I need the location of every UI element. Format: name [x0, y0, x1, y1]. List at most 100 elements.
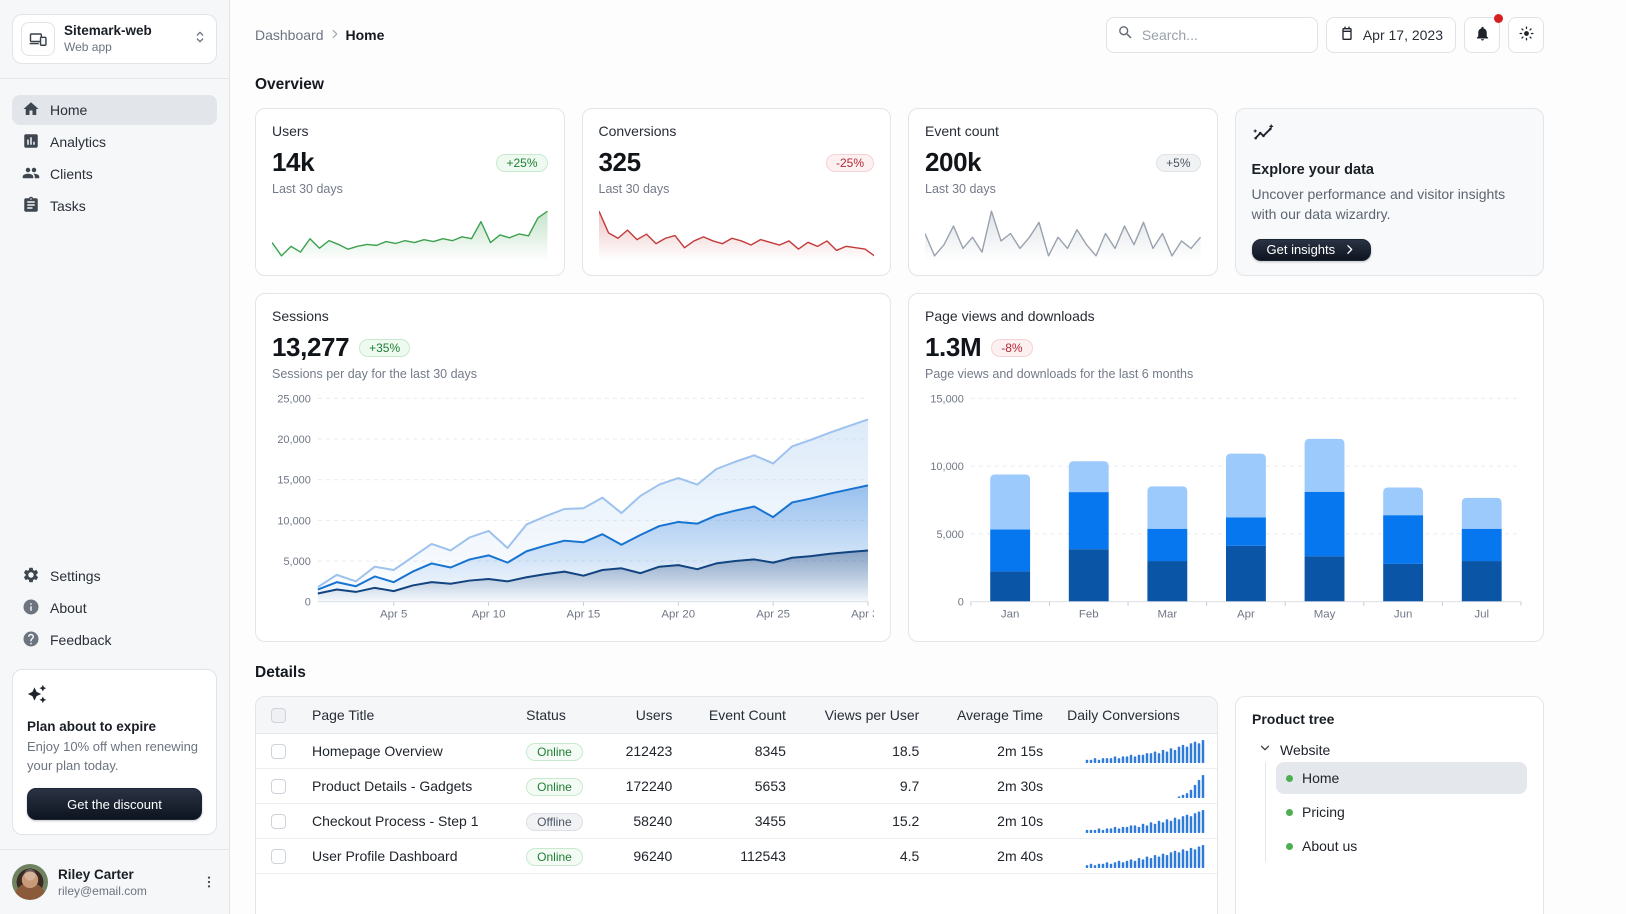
svg-text:Apr 15: Apr 15: [567, 609, 601, 621]
col-header-event-count[interactable]: Event Count: [684, 697, 798, 734]
cell-average-time: 2m 30s: [931, 768, 1056, 804]
sidebar-nav-primary: Home Analytics Clients Tasks: [0, 87, 229, 221]
cell-users: 58240: [604, 803, 685, 839]
tree-root-label: Website: [1280, 741, 1331, 758]
tree-item-home[interactable]: Home: [1276, 762, 1527, 794]
svg-text:0: 0: [305, 597, 311, 609]
status-badge: Online: [526, 847, 583, 866]
table-row[interactable]: Checkout Process - Step 1 Offline 58240 …: [256, 803, 1217, 839]
sidebar-item-about[interactable]: About: [12, 593, 217, 623]
details-table: Page Title Status Users Event Count View…: [256, 697, 1217, 874]
row-checkbox[interactable]: [270, 743, 286, 759]
tree-bullet-icon: [1286, 808, 1293, 816]
tree-item-about-us[interactable]: About us: [1276, 830, 1527, 862]
sidebar: Sitemark-web Web app Home Analytics Clie: [0, 0, 230, 914]
svg-text:Apr 30: Apr 30: [851, 609, 874, 621]
search-input[interactable]: [1141, 27, 1307, 43]
main-content: Dashboard Home Apr 17, 2023: [230, 0, 1626, 914]
breadcrumb-dashboard[interactable]: Dashboard: [255, 27, 324, 43]
sidebar-item-tasks[interactable]: Tasks: [12, 191, 217, 221]
daily-conversions-sparkbar: [1085, 773, 1205, 799]
cell-views-per-user: 15.2: [797, 803, 932, 839]
svg-text:5,000: 5,000: [283, 556, 310, 568]
kebab-vertical-icon[interactable]: [201, 874, 217, 890]
svg-text:Mar: Mar: [1157, 609, 1177, 621]
svg-text:Apr: Apr: [1237, 609, 1255, 621]
col-header-average-time[interactable]: Average Time: [931, 697, 1056, 734]
status-badge: Offline: [526, 812, 583, 831]
details-heading: Details: [255, 664, 306, 681]
user-email: riley@email.com: [58, 883, 147, 898]
select-all-checkbox[interactable]: [270, 708, 286, 724]
chart-title: Sessions: [272, 308, 329, 324]
get-insights-button[interactable]: Get insights: [1251, 238, 1372, 261]
svg-text:Apr 20: Apr 20: [661, 609, 695, 621]
cell-event-count: 8345: [684, 733, 798, 769]
chart-subtitle: Page views and downloads for the last 6 …: [925, 367, 1194, 381]
stat-card-conversions[interactable]: Conversions 325 -25% Last 30 days: [581, 108, 891, 276]
cell-average-time: 2m 15s: [931, 733, 1056, 769]
sessions-area-chart: 0 5,000 10,000 15,000 20,000 25,000 Apr 5 Apr 1…: [272, 389, 874, 627]
col-header-daily-conversions[interactable]: Daily Conversions: [1055, 697, 1217, 734]
date-picker-button[interactable]: Apr 17, 2023: [1325, 17, 1456, 53]
clipboard-icon: [22, 196, 40, 217]
sidebar-item-clients[interactable]: Clients: [12, 159, 217, 189]
table-row[interactable]: Product Details - Gadgets Online 172240 …: [256, 768, 1217, 804]
stat-card-users[interactable]: Users 14k +25% Last 30 days: [255, 108, 565, 276]
daily-conversions-sparkbar: [1085, 808, 1205, 834]
tree-item-label: Home: [1302, 770, 1340, 786]
svg-text:5,000: 5,000: [936, 529, 963, 541]
sidebar-item-home[interactable]: Home: [12, 95, 217, 125]
stat-card-event-count[interactable]: Event count 200k +5% Last 30 days: [908, 108, 1218, 276]
conversions-sparkline: [598, 206, 874, 261]
unfold-more-icon[interactable]: [192, 29, 208, 50]
date-label: Apr 17, 2023: [1362, 27, 1443, 43]
trend-chip: -8%: [991, 338, 1033, 357]
stat-value: 325: [598, 147, 642, 177]
cell-page-title: Product Details - Gadgets: [300, 768, 515, 804]
get-discount-button[interactable]: Get the discount: [27, 788, 202, 820]
cell-users: 96240: [604, 838, 685, 874]
product-tree-card: Product tree Website Home Pricing: [1235, 696, 1544, 914]
row-checkbox[interactable]: [270, 813, 286, 829]
cell-average-time: 2m 10s: [931, 803, 1056, 839]
topbar: Dashboard Home Apr 17, 2023: [255, 14, 1544, 54]
details-table-card: Page Title Status Users Event Count View…: [255, 696, 1218, 914]
sidebar-item-settings[interactable]: Settings: [12, 561, 217, 591]
bell-icon: [1474, 25, 1491, 45]
info-icon: [22, 598, 40, 619]
table-row[interactable]: Homepage Overview Online 212423 8345 18.…: [256, 733, 1217, 769]
cell-event-count: 3455: [684, 803, 798, 839]
plan-card-body: Enjoy 10% off when renewing your plan to…: [27, 739, 199, 774]
stat-caption: Last 30 days: [925, 182, 996, 196]
tree-item-website[interactable]: Website: [1258, 741, 1527, 758]
col-header-status[interactable]: Status: [514, 697, 605, 734]
chevron-down-icon[interactable]: [1258, 741, 1272, 758]
svg-text:May: May: [1314, 609, 1336, 621]
search-field: [1105, 17, 1318, 53]
sidebar-item-analytics[interactable]: Analytics: [12, 127, 217, 157]
col-header-users[interactable]: Users: [604, 697, 685, 734]
workspace-selector[interactable]: Sitemark-web Web app: [12, 14, 217, 64]
col-header-views-per-user[interactable]: Views per User: [797, 697, 932, 734]
chevron-right-icon: [1347, 245, 1353, 255]
svg-text:10,000: 10,000: [277, 515, 311, 527]
table-row[interactable]: User Profile Dashboard Online 96240 1125…: [256, 838, 1217, 874]
theme-toggle-button[interactable]: [1508, 17, 1544, 53]
svg-text:10,000: 10,000: [930, 461, 964, 473]
tree-item-pricing[interactable]: Pricing: [1276, 796, 1527, 828]
chart-value: 13,277: [272, 332, 350, 362]
stat-title: Conversions: [598, 123, 677, 139]
sparkle-icon: [27, 685, 47, 708]
tree-bullet-icon: [1286, 842, 1293, 850]
row-checkbox[interactable]: [270, 778, 286, 794]
notifications-button[interactable]: [1464, 14, 1503, 53]
svg-text:Apr 5: Apr 5: [380, 609, 407, 621]
cell-page-title: Checkout Process - Step 1: [300, 803, 515, 839]
gear-icon: [22, 566, 40, 587]
row-checkbox[interactable]: [270, 848, 286, 864]
sidebar-item-feedback[interactable]: Feedback: [12, 625, 217, 655]
col-header-page-title[interactable]: Page Title: [300, 697, 515, 734]
sidebar-item-label: Tasks: [50, 198, 86, 214]
sidebar-item-label: About: [50, 600, 87, 617]
